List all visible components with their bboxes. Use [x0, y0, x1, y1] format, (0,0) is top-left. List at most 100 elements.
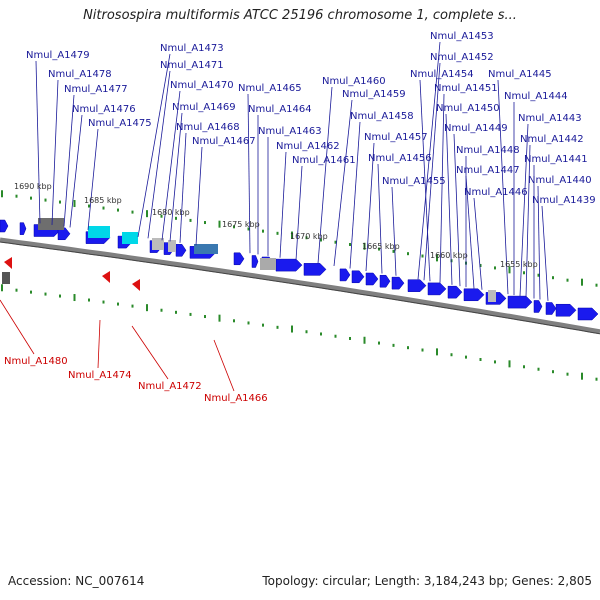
inner-tick — [407, 346, 409, 350]
gene-label: Nmul_A1463 — [258, 126, 322, 137]
kbp-label: 1665 kbp — [362, 242, 400, 251]
gene-label: Nmul_A1441 — [524, 154, 588, 165]
outer-tick — [262, 229, 264, 233]
backbone-shadow — [0, 241, 600, 335]
inner-tick — [508, 360, 511, 368]
kbp-label: 1685 kbp — [84, 196, 122, 205]
gene-label: Nmul_A1450 — [436, 103, 500, 114]
inner-tick — [175, 310, 177, 314]
inner-tick — [204, 315, 206, 319]
inner-tick — [102, 300, 105, 304]
inner-tick — [363, 336, 366, 344]
inner-tick — [349, 336, 351, 340]
outer-tick — [566, 278, 569, 282]
outer-tick — [581, 278, 583, 286]
leader-line — [0, 299, 35, 355]
feature-block — [168, 240, 176, 252]
outer-tick — [131, 210, 134, 214]
gene-labels: Nmul_A1479 Nmul_A1478 Nmul_A1477 Nmul_A1476… — [4, 31, 596, 404]
kbp-labels: 1690 kbp 1685 kbp 1680 kbp 1675 kbp 1670 kbp… — [14, 182, 538, 269]
outer-tick — [102, 206, 105, 210]
inner-tick — [450, 353, 453, 357]
gene-label: Nmul_A1470 — [170, 80, 234, 91]
inner-tick — [378, 341, 380, 345]
forward-gene-arrow — [447, 285, 463, 299]
leader-line — [247, 93, 251, 254]
outer-tick — [204, 221, 206, 225]
forward-gene-arrow — [545, 302, 557, 315]
forward-gene-arrow — [251, 255, 259, 268]
inner-tick — [479, 358, 482, 362]
leader-line — [417, 41, 441, 280]
gene-label: Nmul_A1461 — [292, 155, 356, 166]
outer-tick — [117, 208, 119, 212]
inner-tick — [465, 355, 467, 359]
inner-tick — [44, 292, 47, 296]
leader-line — [537, 185, 541, 300]
feature-block — [2, 272, 10, 284]
leader-line — [333, 99, 353, 267]
leader-line — [497, 79, 509, 295]
leader-line — [439, 93, 445, 283]
outer-tick — [189, 218, 192, 222]
gene-label: Nmul_A1452 — [430, 52, 494, 63]
leader-line — [295, 165, 303, 261]
leader-line — [453, 133, 461, 287]
gene-label: Nmul_A1443 — [518, 113, 582, 124]
leader-line — [419, 79, 431, 282]
forward-gene-arrow — [339, 268, 351, 282]
forward-gene-arrow — [463, 288, 485, 302]
reverse-gene-arrow — [4, 257, 12, 269]
leader-line — [423, 62, 441, 281]
inner-tick — [189, 312, 192, 316]
inner-tick — [30, 290, 32, 294]
gene-label: Nmul_A1474 — [68, 370, 132, 381]
leader-line — [137, 53, 171, 237]
inner-tick — [552, 370, 554, 374]
gene-label: Nmul_A1480 — [4, 356, 68, 367]
gene-label: Nmul_A1478 — [48, 69, 112, 80]
gene-label: Nmul_A1468 — [176, 122, 240, 133]
forward-gene-arrow — [407, 279, 427, 292]
kbp-label: 1680 kbp — [152, 208, 190, 217]
outer-tick — [88, 204, 90, 208]
inner-tick — [131, 304, 134, 308]
outer-tick — [73, 200, 76, 208]
leader-line — [541, 205, 549, 301]
label-leaders — [0, 41, 549, 392]
feature-block — [488, 290, 496, 302]
outer-tick — [146, 210, 148, 218]
outer-tick — [595, 283, 598, 287]
forward-gene-arrow — [365, 272, 379, 286]
gene-label: Nmul_A1472 — [138, 381, 202, 392]
outer-tick — [218, 220, 221, 228]
inner-tick — [537, 367, 540, 371]
feature-block — [88, 226, 110, 238]
outer-tick — [44, 198, 47, 202]
outer-tick — [537, 273, 540, 277]
leader-line — [519, 123, 529, 297]
reverse-gene-arrow — [132, 279, 140, 291]
inner-tick — [581, 372, 583, 380]
gene-label: Nmul_A1440 — [528, 175, 592, 186]
gene-label: Nmul_A1464 — [248, 104, 312, 115]
gene-label: Nmul_A1442 — [520, 134, 584, 145]
forward-gene-arrow — [391, 276, 405, 290]
forward-gene-arrow — [379, 274, 391, 288]
gene-label: Nmul_A1459 — [342, 89, 406, 100]
gene-label: Nmul_A1449 — [444, 123, 508, 134]
leader-line — [391, 186, 397, 276]
feature-track — [0, 218, 599, 321]
inner-tick — [1, 284, 3, 292]
forward-gene-arrow — [555, 303, 577, 317]
gene-label: Nmul_A1462 — [276, 141, 340, 152]
leader-line — [349, 121, 361, 269]
leader-line — [35, 60, 41, 224]
outer-tick — [479, 264, 482, 268]
leader-line — [377, 163, 383, 274]
gene-label: Nmul_A1476 — [72, 104, 136, 115]
leader-line — [147, 70, 171, 239]
kbp-label: 1670 kbp — [290, 232, 328, 241]
outer-tick — [247, 227, 250, 231]
outer-tick — [233, 225, 235, 229]
